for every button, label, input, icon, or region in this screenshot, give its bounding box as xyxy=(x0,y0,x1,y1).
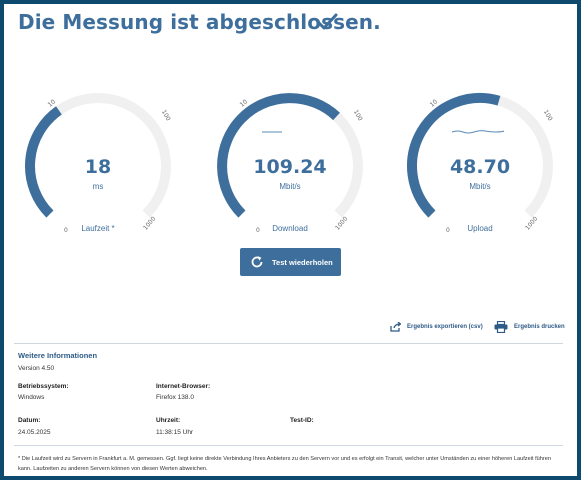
export-csv-label: Ergebnis exportieren (csv) xyxy=(407,324,483,330)
divider xyxy=(14,445,563,446)
time-value: 11:38:15 Uhr xyxy=(156,429,194,436)
upload-sparkline xyxy=(451,130,505,134)
download-label: Download xyxy=(272,224,308,233)
repeat-test-label: Test wiederholen xyxy=(272,257,333,267)
test-id-label: Test-ID: xyxy=(290,417,314,424)
upload-label: Upload xyxy=(467,224,493,233)
checkmark-icon xyxy=(316,13,338,30)
upload-value: 48.70 xyxy=(449,156,511,178)
latency-unit: ms xyxy=(92,182,104,191)
date-value: 24.05.2025 xyxy=(18,429,51,436)
latency-gauge-dial xyxy=(25,93,171,218)
download-gauge-dial xyxy=(217,93,363,218)
latency-gauge-arc xyxy=(25,106,62,218)
result-panel: Die Messung ist abgeschlossen. 10 100 10… xyxy=(4,4,577,476)
upload-gauge-arc xyxy=(407,93,501,218)
divider xyxy=(14,343,563,344)
upload-gauge-dial xyxy=(407,93,553,218)
page-title: Die Messung ist abgeschlossen. xyxy=(18,10,381,34)
print-link[interactable]: Ergebnis drucken xyxy=(494,321,565,333)
latency-gauge: 10 100 1000 0 18 ms Laufzeit * xyxy=(18,86,178,246)
tick-0: 0 xyxy=(64,227,68,234)
download-value: 109.24 xyxy=(253,156,327,178)
download-unit: Mbit/s xyxy=(279,182,301,191)
upload-unit: Mbit/s xyxy=(469,182,491,191)
download-gauge-arc xyxy=(217,93,340,218)
browser-label: Internet-Browser: xyxy=(156,383,211,390)
version-text: Version 4.50 xyxy=(18,365,55,372)
upload-gauge: 10 100 1000 0 48.70 Mbit/s Upload xyxy=(400,86,560,246)
browser-value: Firefox 138.0 xyxy=(156,394,194,401)
footnote: * Die Laufzeit wird zu Servern in Frankf… xyxy=(18,456,551,472)
latency-value: 18 xyxy=(84,156,112,178)
repeat-test-button[interactable]: Test wiederholen xyxy=(240,248,341,276)
os-label: Betriebssystem: xyxy=(18,383,69,390)
printer-icon xyxy=(494,321,508,333)
latency-label: Laufzeit * xyxy=(81,224,115,233)
time-label: Uhrzeit: xyxy=(156,417,181,424)
print-label: Ergebnis drucken xyxy=(514,324,565,330)
tick-0: 0 xyxy=(446,227,450,234)
export-csv-link[interactable]: Ergebnis exportieren (csv) xyxy=(390,322,483,332)
refresh-icon xyxy=(251,256,263,268)
info-title: Weitere Informationen xyxy=(18,351,98,360)
tick-0: 0 xyxy=(256,227,260,234)
os-value: Windows xyxy=(18,394,45,401)
download-gauge: 10 100 1000 0 109.24 Mbit/s Download xyxy=(210,86,370,246)
export-icon xyxy=(390,322,401,332)
date-label: Datum: xyxy=(18,417,41,424)
